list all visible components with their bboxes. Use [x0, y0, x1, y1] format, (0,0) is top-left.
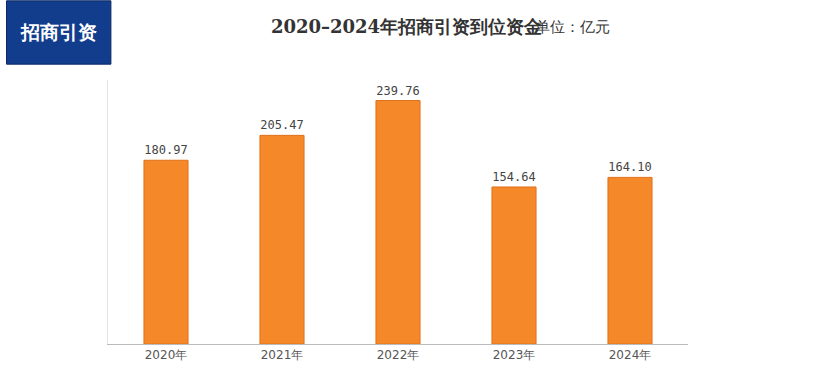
svg-text:单位：亿元: 单位：亿元 — [535, 18, 610, 36]
svg-text:2023年: 2023年 — [493, 348, 536, 362]
svg-text:招商引资: 招商引资 — [20, 21, 97, 43]
svg-text:205.47: 205.47 — [260, 118, 303, 132]
svg-text:239.76: 239.76 — [376, 84, 419, 98]
svg-text:2021年: 2021年 — [261, 348, 304, 362]
svg-text:180.97: 180.97 — [144, 143, 187, 157]
svg-text:2022年: 2022年 — [377, 348, 420, 362]
svg-text:2020–2024年招商引资到位资金: 2020–2024年招商引资到位资金 — [271, 16, 542, 37]
svg-text:2020年: 2020年 — [145, 348, 188, 362]
svg-text:154.64: 154.64 — [492, 170, 535, 184]
svg-text:2024年: 2024年 — [609, 348, 652, 362]
svg-text:164.10: 164.10 — [608, 160, 651, 174]
